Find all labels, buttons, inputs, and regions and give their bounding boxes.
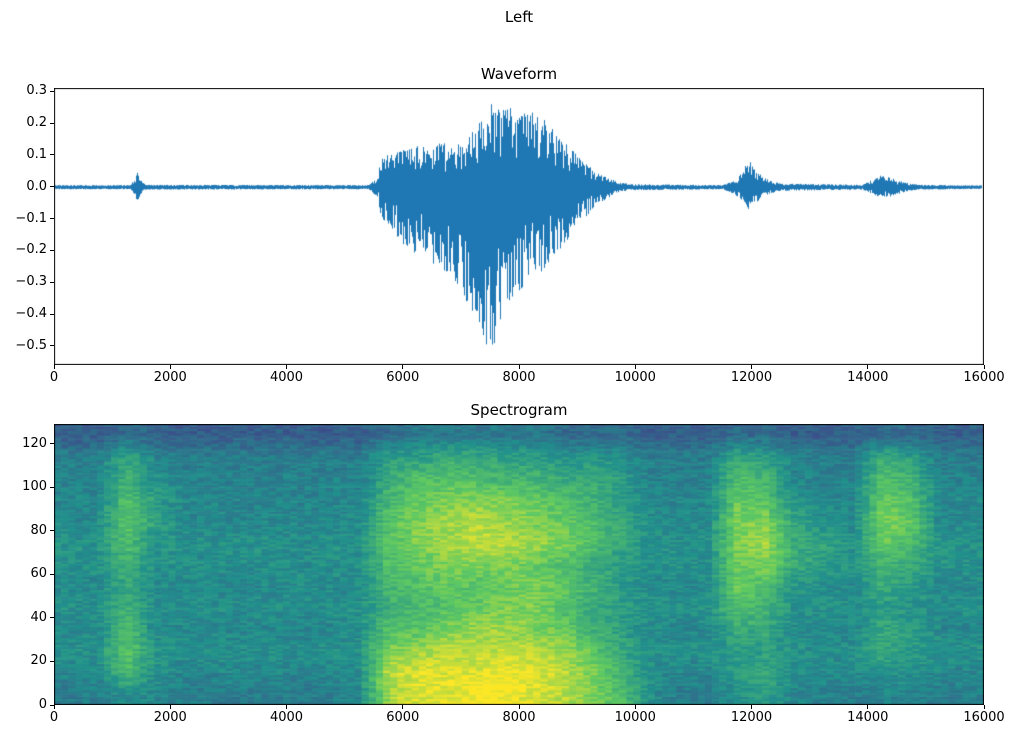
spec-y-tick-label: 80 [30, 522, 47, 538]
wave-y-tick-label: −0.4 [15, 306, 47, 322]
wave-x-tick-label: 0 [49, 370, 59, 385]
spec-y-tick-label: 100 [22, 479, 47, 495]
spec-x-tick-mark [53, 705, 55, 709]
spec-x-tick-mark [286, 705, 287, 709]
spec-x-tick-mark [751, 705, 752, 709]
spec-x-tick-label: 14000 [847, 710, 889, 725]
spec-x-tick-label: 8000 [502, 710, 536, 725]
spec-y-tick-mark [50, 486, 54, 488]
wave-x-tick-mark [867, 365, 869, 369]
spec-x-tick-label: 12000 [730, 710, 773, 725]
spec-x-tick-label: 2000 [153, 710, 187, 725]
wave-y-tick-label: −0.3 [15, 274, 47, 290]
wave-y-tick-mark [50, 122, 54, 124]
spec-y-tick-mark [50, 704, 54, 706]
wave-y-tick-mark [50, 186, 54, 188]
wave-x-tick-mark [53, 365, 55, 369]
wave-y-tick-label: −0.1 [15, 210, 47, 226]
spectrogram-canvas [54, 424, 984, 705]
wave-x-tick-mark [983, 365, 985, 369]
spec-x-tick-label: 0 [49, 710, 59, 725]
wave-y-tick-mark [50, 313, 54, 315]
waveform-canvas [54, 88, 984, 365]
spec-x-tick-mark [518, 705, 520, 709]
spec-y-tick-label: 0 [38, 697, 47, 712]
wave-y-tick-label: −0.5 [15, 337, 47, 353]
spectrogram-title: Spectrogram [470, 401, 568, 419]
wave-x-tick-mark [634, 365, 636, 369]
spec-x-tick-label: 10000 [614, 710, 656, 725]
spec-x-tick-mark [402, 705, 404, 709]
wave-y-tick-label: 0.1 [26, 146, 47, 162]
spec-x-tick-mark [634, 705, 636, 709]
wave-y-tick-mark [50, 90, 54, 92]
spec-y-tick-mark [50, 530, 54, 532]
wave-y-tick-mark [50, 281, 54, 283]
wave-y-tick-mark [50, 154, 54, 156]
wave-y-tick-mark [50, 345, 54, 347]
spec-x-tick-mark [169, 705, 171, 709]
wave-x-tick-mark [518, 365, 520, 369]
spec-x-tick-mark [867, 705, 869, 709]
spec-x-tick-label: 4000 [269, 710, 304, 725]
wave-x-tick-label: 2000 [153, 370, 187, 385]
spec-y-tick-label: 60 [30, 566, 47, 582]
wave-y-tick-label: 0.3 [26, 83, 47, 99]
wave-x-tick-label: 16000 [963, 370, 1005, 385]
spec-y-tick-mark [50, 443, 54, 445]
spec-x-tick-label: 16000 [963, 710, 1005, 725]
spec-y-tick-mark [50, 660, 54, 662]
wave-x-tick-label: 4000 [269, 370, 304, 385]
wave-x-tick-label: 6000 [386, 370, 420, 385]
spec-y-tick-mark [50, 617, 54, 619]
wave-y-tick-label: 0.2 [26, 115, 47, 131]
wave-x-tick-mark [751, 365, 752, 369]
spec-y-tick-mark [50, 573, 54, 575]
wave-y-tick-mark [50, 218, 54, 220]
wave-y-tick-mark [50, 249, 54, 251]
wave-x-tick-label: 8000 [502, 370, 536, 385]
wave-x-tick-mark [169, 365, 171, 369]
waveform-title: Waveform [480, 65, 558, 83]
spec-y-tick-label: 40 [30, 609, 47, 625]
wave-y-tick-label: 0.0 [26, 178, 47, 194]
spec-x-tick-label: 6000 [386, 710, 420, 725]
wave-x-tick-label: 14000 [847, 370, 889, 385]
spec-y-tick-label: 120 [22, 435, 47, 451]
wave-x-tick-label: 12000 [730, 370, 773, 385]
figure-suptitle: Left [504, 8, 534, 26]
wave-x-tick-mark [402, 365, 404, 369]
spec-y-tick-label: 20 [30, 653, 47, 669]
spec-x-tick-mark [983, 705, 985, 709]
wave-x-tick-label: 10000 [614, 370, 656, 385]
wave-x-tick-mark [286, 365, 287, 369]
wave-y-tick-label: −0.2 [15, 242, 47, 258]
